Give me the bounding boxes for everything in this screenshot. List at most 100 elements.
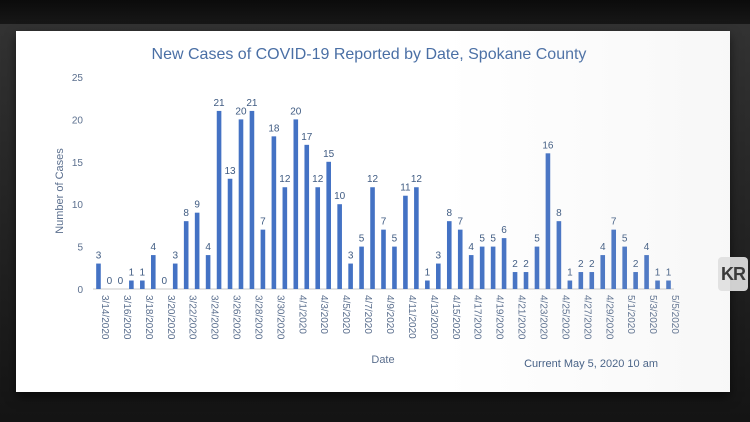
bar-5/2/2020 — [633, 272, 638, 289]
data-label: 5 — [490, 234, 496, 245]
data-label: 5 — [392, 234, 398, 245]
data-label: 17 — [301, 132, 313, 143]
data-label: 3 — [172, 251, 178, 262]
bar-4/7/2020 — [359, 246, 364, 289]
top-black-strip — [0, 0, 750, 24]
data-label: 12 — [279, 174, 291, 185]
y-tick-label: 20 — [72, 115, 84, 126]
data-label: 2 — [633, 259, 639, 270]
x-tick-label: 5/3/2020 — [647, 295, 658, 334]
data-label: 12 — [411, 174, 423, 185]
data-label: 1 — [655, 268, 661, 279]
x-tick-label: 3/20/2020 — [165, 295, 176, 340]
bar-4/1/2020 — [293, 119, 299, 290]
bar-3/23/2020 — [194, 212, 200, 289]
bar-4/12/2020 — [414, 187, 419, 289]
bar-3/29/2020 — [260, 229, 266, 289]
bar-4/22/2020 — [523, 272, 529, 289]
data-label: 0 — [161, 276, 167, 287]
data-label: 7 — [260, 217, 266, 228]
x-tick-label: 3/18/2020 — [143, 295, 154, 340]
chart-slide: New Cases of COVID-19 Reported by Date, … — [16, 31, 730, 392]
bar-3/19/2020 — [150, 255, 156, 289]
bar-5/4/2020 — [655, 280, 660, 289]
data-label: 1 — [140, 268, 146, 279]
y-tick-label: 0 — [77, 285, 83, 296]
data-label: 8 — [183, 208, 189, 219]
data-label: 1 — [425, 268, 431, 279]
data-label: 15 — [323, 149, 335, 160]
data-label: 12 — [312, 174, 324, 185]
bar-5/5/2020 — [666, 280, 671, 289]
bar-4/30/2020 — [611, 229, 617, 289]
x-tick-label: 4/27/2020 — [581, 295, 592, 340]
bar-4/4/2020 — [326, 161, 331, 289]
x-tick-label: 3/24/2020 — [209, 295, 220, 340]
data-label: 0 — [118, 276, 124, 287]
x-tick-label: 3/28/2020 — [252, 295, 263, 340]
x-tick-label: 5/1/2020 — [625, 295, 636, 334]
bar-chart: New Cases of COVID-19 Reported by Date, … — [54, 46, 680, 370]
bar-5/1/2020 — [622, 246, 627, 289]
bar-4/27/2020 — [578, 272, 584, 289]
bar-4/28/2020 — [589, 272, 595, 289]
bar-4/13/2020 — [425, 280, 430, 289]
data-label: 12 — [367, 174, 379, 185]
data-label: 20 — [235, 106, 247, 117]
watermark-logo: KR — [718, 257, 748, 291]
data-label: 8 — [556, 208, 562, 219]
bar-3/31/2020 — [282, 187, 288, 289]
bar-3/26/2020 — [227, 178, 233, 289]
x-tick-label: 4/5/2020 — [340, 295, 351, 334]
bar-3/14/2020 — [96, 263, 101, 289]
bar-4/15/2020 — [446, 221, 452, 289]
x-tick-label: 4/29/2020 — [603, 295, 614, 340]
bars-group — [96, 110, 671, 290]
y-axis-ticks: 0 5 10 15 20 25 — [72, 73, 84, 296]
y-axis-title: Number of Cases — [54, 148, 66, 234]
data-label: 6 — [501, 225, 507, 236]
bar-4/18/2020 — [479, 246, 485, 289]
x-tick-label: 4/23/2020 — [537, 295, 548, 340]
bar-4/26/2020 — [567, 280, 573, 289]
bar-4/9/2020 — [381, 229, 386, 289]
bar-4/11/2020 — [403, 195, 408, 289]
data-label: 1 — [567, 268, 573, 279]
bar-3/21/2020 — [172, 263, 178, 289]
bar-3/17/2020 — [129, 280, 134, 289]
data-label: 7 — [457, 217, 463, 228]
bar-4/23/2020 — [534, 246, 540, 289]
data-label: 2 — [512, 259, 518, 270]
y-tick-label: 5 — [77, 243, 83, 254]
data-labels-group: 30 01 140389421132021718122017121510351275… — [96, 98, 672, 287]
bar-3/18/2020 — [140, 280, 145, 289]
x-axis-ticks: 3/14/2020 3/16/2020 3/18/2020 3/20/2020 3/22… — [99, 295, 680, 340]
x-tick-label: 3/16/2020 — [121, 295, 132, 340]
y-tick-label: 25 — [72, 73, 84, 84]
data-label: 4 — [468, 242, 474, 253]
bar-4/17/2020 — [468, 255, 474, 289]
bar-5/3/2020 — [644, 255, 649, 289]
x-tick-label: 4/11/2020 — [406, 295, 417, 339]
data-label: 2 — [578, 259, 584, 270]
x-tick-label: 4/17/2020 — [472, 295, 483, 340]
bar-4/3/2020 — [315, 187, 321, 289]
data-label: 4 — [151, 242, 157, 253]
data-label: 20 — [290, 106, 302, 117]
data-label: 21 — [214, 98, 226, 109]
data-label: 5 — [534, 234, 540, 245]
data-label: 3 — [436, 251, 442, 262]
bar-4/24/2020 — [545, 153, 551, 289]
x-tick-label: 4/9/2020 — [384, 295, 395, 334]
bar-4/2/2020 — [304, 144, 310, 289]
bar-4/10/2020 — [392, 246, 397, 289]
data-label: 7 — [381, 217, 387, 228]
x-tick-label: 3/14/2020 — [99, 295, 110, 340]
bar-4/21/2020 — [512, 272, 518, 289]
bar-3/30/2020 — [271, 136, 277, 289]
bar-4/8/2020 — [370, 187, 375, 289]
bar-3/24/2020 — [205, 255, 211, 289]
bar-4/19/2020 — [490, 246, 496, 289]
data-label: 7 — [611, 217, 617, 228]
